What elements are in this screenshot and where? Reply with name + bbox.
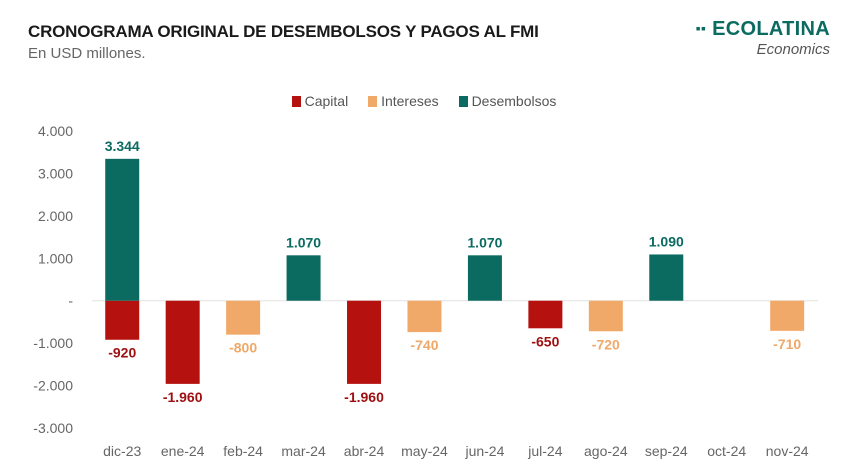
legend-swatch: [458, 96, 468, 107]
chart-subtitle: En USD millones.: [28, 45, 146, 62]
data-label: -720: [592, 336, 620, 352]
data-label: 1.070: [286, 234, 321, 250]
legend-swatch: [291, 96, 301, 107]
bar-desembolsos: [467, 255, 502, 301]
legend-item-desembolsos: Desembolsos: [458, 93, 557, 109]
legend-item-capital: Capital: [291, 93, 349, 109]
y-tick-label: -: [68, 293, 73, 309]
bar-desembolsos: [105, 158, 140, 301]
bar-capital: [347, 300, 382, 384]
logo-grid-icon: ▪▪: [695, 20, 707, 36]
data-label: -1.960: [344, 389, 384, 405]
legend-label: Desembolsos: [471, 93, 557, 109]
bar-desembolsos: [649, 254, 684, 301]
data-label: -800: [229, 340, 257, 356]
data-label: 3.344: [105, 138, 140, 154]
bar-desembolsos: [286, 255, 321, 301]
bar-intereses: [770, 300, 805, 331]
logo-sub: Economics: [756, 41, 830, 58]
logo-text: ECOLATINA: [712, 18, 830, 40]
x-tick-label: may-24: [401, 443, 448, 459]
y-tick-label: 1.000: [38, 250, 73, 266]
data-label: -920: [108, 345, 136, 361]
bar-intereses: [226, 300, 261, 335]
bar-capital: [105, 300, 140, 340]
legend-label: Intereses: [381, 93, 439, 109]
data-label: -740: [410, 337, 438, 353]
bar-intereses: [407, 300, 442, 333]
logo-main: ▪▪ ECOLATINA: [696, 18, 830, 41]
bar-capital: [165, 300, 200, 384]
x-tick-label: mar-24: [281, 443, 326, 459]
x-tick-label: sep-24: [645, 443, 688, 459]
y-tick-label: 4.000: [38, 123, 73, 139]
legend-item-intereses: Intereses: [368, 93, 439, 109]
logo: ▪▪ ECOLATINA Economics: [696, 18, 830, 58]
y-tick-label: 2.000: [38, 208, 73, 224]
x-tick-label: jul-24: [527, 443, 562, 459]
legend-swatch: [368, 96, 378, 107]
data-label: 1.070: [467, 234, 502, 250]
data-label: -650: [531, 333, 559, 349]
x-tick-label: ene-24: [161, 443, 205, 459]
y-tick-label: 3.000: [38, 165, 73, 181]
x-tick-label: nov-24: [766, 443, 809, 459]
y-tick-label: -1.000: [33, 335, 73, 351]
legend-label: Capital: [304, 93, 349, 109]
bar-intereses: [588, 300, 623, 332]
data-label: -710: [773, 336, 801, 352]
x-tick-label: ago-24: [584, 443, 628, 459]
x-tick-label: feb-24: [223, 443, 263, 459]
y-tick-label: -2.000: [33, 378, 73, 394]
y-tick-label: -3.000: [33, 420, 73, 436]
data-label: -1.960: [163, 389, 203, 405]
data-label: 1.090: [649, 233, 684, 249]
bar-capital: [528, 300, 563, 329]
x-tick-label: oct-24: [707, 443, 746, 459]
x-tick-label: dic-23: [103, 443, 141, 459]
x-tick-label: jun-24: [464, 443, 504, 459]
legend: Capital Intereses Desembolsos: [0, 93, 848, 109]
x-tick-label: abr-24: [344, 443, 385, 459]
chart-title: CRONOGRAMA ORIGINAL DE DESEMBOLSOS Y PAG…: [28, 22, 539, 41]
